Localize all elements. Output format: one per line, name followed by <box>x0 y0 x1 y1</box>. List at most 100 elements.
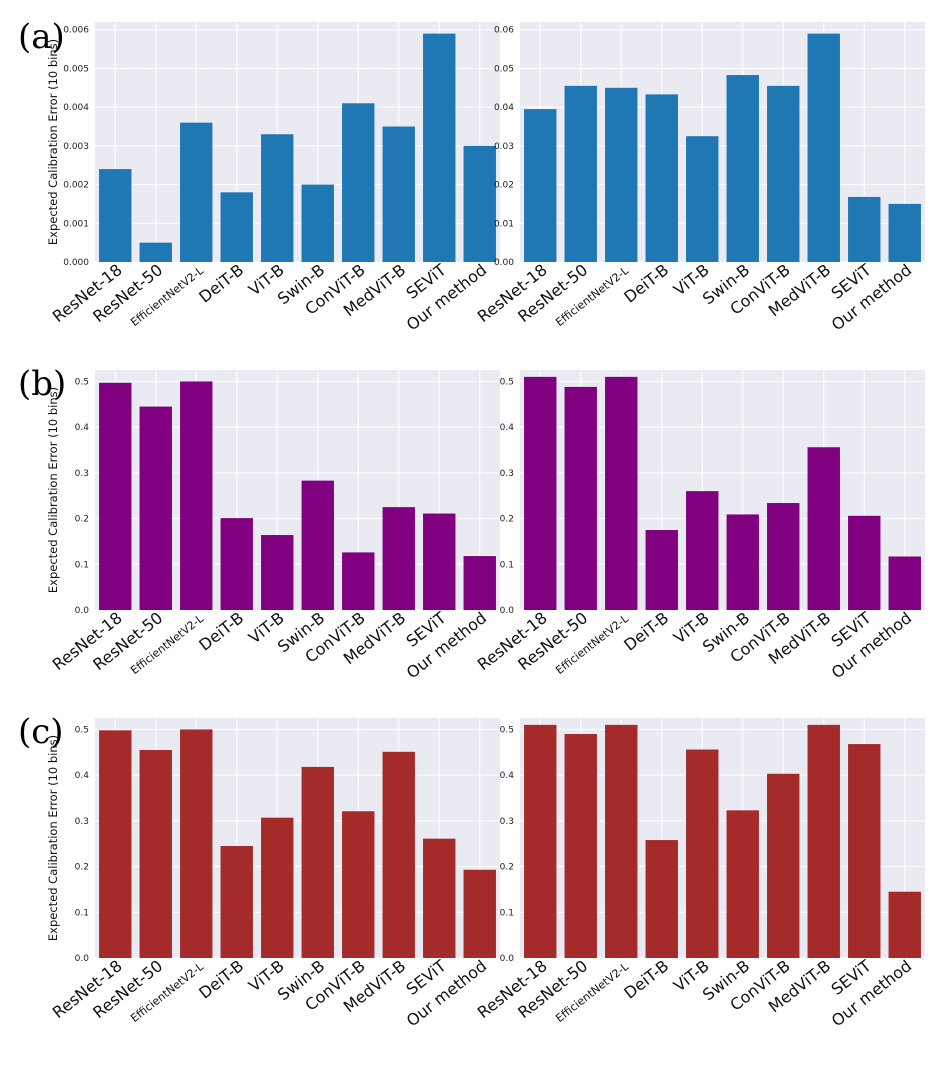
bar-resnet-50 <box>139 750 172 958</box>
chart-a-left: 0.0000.0010.0020.0030.0040.0050.006ResNe… <box>46 22 500 334</box>
y-tick-label: 0.06 <box>494 26 514 36</box>
y-tick-label: 0.1 <box>500 560 514 570</box>
bar-resnet-18 <box>524 109 557 262</box>
bar-medvit-b <box>382 126 415 262</box>
bar-swin-b <box>301 480 334 610</box>
bar-vit-b <box>261 134 294 262</box>
bar-efficientnetv2-l <box>605 724 638 958</box>
bar-resnet-50 <box>564 85 597 262</box>
bar-medvit-b <box>807 447 840 610</box>
y-axis-label: Expected Calibration Error (10 bins) <box>46 39 60 245</box>
y-tick-label: 0.1 <box>500 908 514 918</box>
y-axis-label: Expected Calibration Error (10 bins) <box>46 735 60 941</box>
bar-resnet-50 <box>139 242 172 262</box>
bar-convit-b <box>767 503 800 610</box>
chart-c-left: 0.00.10.20.30.40.5ResNet-18ResNet-50Effi… <box>46 718 500 1030</box>
bar-our-method <box>463 869 496 958</box>
y-tick-label: 0.00 <box>494 258 514 268</box>
y-tick-label: 0.03 <box>494 142 514 152</box>
y-tick-label: 0.0 <box>500 606 515 616</box>
bar-sevit <box>423 513 456 610</box>
bar-convit-b <box>342 103 375 263</box>
y-tick-label: 0.3 <box>500 469 514 479</box>
bar-sevit <box>848 744 881 958</box>
bar-vit-b <box>686 136 719 262</box>
y-tick-label: 0.04 <box>494 103 514 113</box>
y-tick-label: 0.4 <box>75 771 90 781</box>
y-tick-label: 0.05 <box>494 64 514 74</box>
bar-medvit-b <box>382 751 415 958</box>
bar-convit-b <box>767 773 800 958</box>
y-tick-label: 0.002 <box>63 181 89 191</box>
bar-vit-b <box>686 491 719 610</box>
bar-medvit-b <box>807 33 840 263</box>
bar-convit-b <box>767 85 800 262</box>
bar-resnet-18 <box>99 382 132 610</box>
bar-sevit <box>423 838 456 958</box>
bar-resnet-18 <box>524 724 557 958</box>
row-label-c: (c) <box>18 712 64 752</box>
y-tick-label: 0.1 <box>75 560 89 570</box>
bar-convit-b <box>342 811 375 958</box>
y-tick-label: 0.01 <box>494 219 514 229</box>
y-tick-label: 0.4 <box>500 771 515 781</box>
bar-our-method <box>888 203 921 262</box>
y-tick-label: 0.001 <box>63 219 89 229</box>
x-tick-label: DeiT-B <box>195 608 247 654</box>
bar-sevit <box>848 196 881 262</box>
y-tick-label: 0.0 <box>75 606 90 616</box>
bar-vit-b <box>261 817 294 958</box>
x-tick-label: DeiT-B <box>620 260 672 306</box>
bar-resnet-50 <box>564 386 597 610</box>
bar-medvit-b <box>807 724 840 958</box>
bar-our-method <box>463 556 496 610</box>
y-axis-label: Expected Calibration Error (10 bins) <box>46 387 60 593</box>
bar-resnet-18 <box>524 376 557 610</box>
bar-convit-b <box>342 552 375 610</box>
y-tick-label: 0.2 <box>500 515 514 525</box>
y-tick-label: 0.3 <box>75 817 89 827</box>
bar-deit-b <box>220 518 253 610</box>
y-tick-label: 0.2 <box>500 863 514 873</box>
y-tick-label: 0.006 <box>63 26 89 36</box>
bar-our-method <box>463 145 496 262</box>
bar-deit-b <box>220 846 253 958</box>
y-tick-label: 0.004 <box>63 103 89 113</box>
bar-swin-b <box>301 766 334 958</box>
chart-a-right: 0.000.010.020.030.040.050.06ResNet-18Res… <box>474 22 925 334</box>
y-tick-label: 0.5 <box>500 377 514 387</box>
bar-efficientnetv2-l <box>180 122 213 262</box>
bar-resnet-18 <box>99 730 132 958</box>
x-tick-label: DeiT-B <box>620 956 672 1002</box>
bar-efficientnetv2-l <box>180 729 213 958</box>
bar-sevit <box>848 515 881 610</box>
row-label-b: (b) <box>18 364 66 404</box>
y-tick-label: 0.3 <box>500 817 514 827</box>
bar-efficientnetv2-l <box>180 381 213 610</box>
y-tick-label: 0.0 <box>75 954 90 964</box>
bar-swin-b <box>301 184 334 262</box>
x-tick-label: DeiT-B <box>195 956 247 1002</box>
bar-deit-b <box>645 94 678 262</box>
y-tick-label: 0.3 <box>75 469 89 479</box>
bar-our-method <box>888 556 921 610</box>
x-tick-label: DeiT-B <box>195 260 247 306</box>
bar-resnet-50 <box>564 734 597 958</box>
x-tick-label: DeiT-B <box>620 608 672 654</box>
chart-c-right: 0.00.10.20.30.40.5ResNet-18ResNet-50Effi… <box>474 718 925 1030</box>
y-tick-label: 0.5 <box>75 725 89 735</box>
y-tick-label: 0.4 <box>500 423 515 433</box>
y-tick-label: 0.2 <box>75 863 89 873</box>
y-tick-label: 0.003 <box>63 142 89 152</box>
y-tick-label: 0.0 <box>500 954 515 964</box>
y-tick-label: 0.2 <box>75 515 89 525</box>
row-label-a: (a) <box>18 17 65 57</box>
chart-b-left: 0.00.10.20.30.40.5ResNet-18ResNet-50Effi… <box>46 370 500 682</box>
y-tick-label: 0.1 <box>75 908 89 918</box>
bar-resnet-50 <box>139 406 172 610</box>
bar-resnet-18 <box>99 169 132 262</box>
bar-efficientnetv2-l <box>605 376 638 610</box>
y-tick-label: 0.02 <box>494 181 514 191</box>
bar-deit-b <box>645 840 678 958</box>
